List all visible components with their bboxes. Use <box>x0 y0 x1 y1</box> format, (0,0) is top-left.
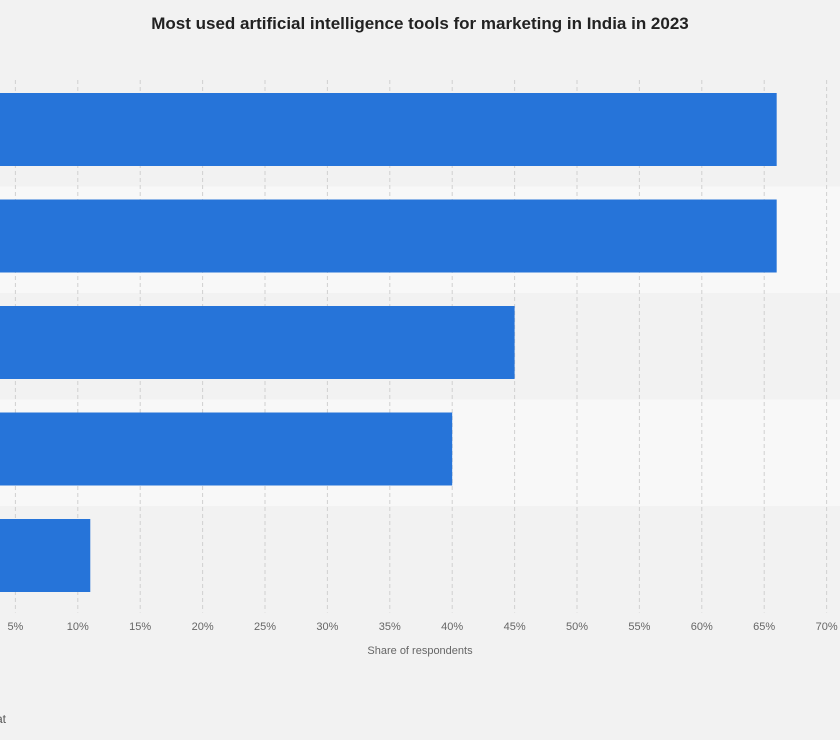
x-tick-label: 20% <box>192 621 214 633</box>
x-tick-label: 5% <box>7 621 23 633</box>
bar <box>0 412 453 486</box>
x-tick-label: 10% <box>67 621 89 633</box>
x-tick-label: 50% <box>566 621 588 633</box>
x-tick-label: 65% <box>753 621 775 633</box>
x-axis-label: Share of respondents <box>367 645 473 657</box>
x-tick-label: 70% <box>816 621 838 633</box>
source-text: cat <box>0 712 7 726</box>
bar <box>0 93 777 166</box>
x-tick-label: 25% <box>254 621 276 633</box>
x-tick-label: 60% <box>691 621 713 633</box>
bar <box>0 519 91 592</box>
x-tick-label: 30% <box>316 621 338 633</box>
bar <box>0 199 777 273</box>
row-band <box>0 506 840 613</box>
x-tick-label: 40% <box>441 621 463 633</box>
x-tick-label: 55% <box>628 621 650 633</box>
x-tick-label: 35% <box>379 621 401 633</box>
bar <box>0 306 515 379</box>
chart-title: Most used artificial intelligence tools … <box>151 14 689 33</box>
x-tick-label: 45% <box>504 621 526 633</box>
x-tick-label: 15% <box>129 621 151 633</box>
